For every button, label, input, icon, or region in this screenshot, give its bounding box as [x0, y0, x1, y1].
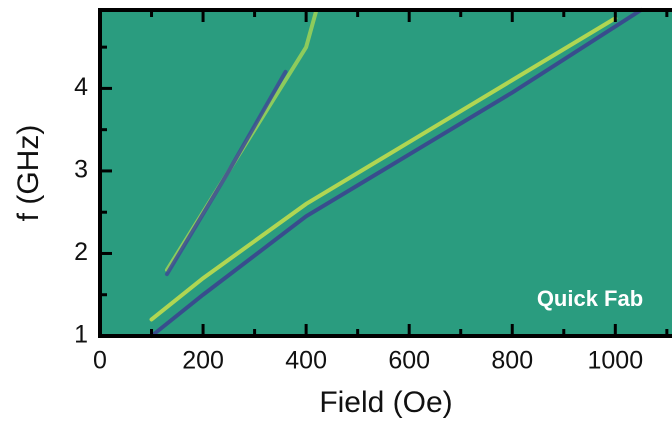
y-tick-label: 4 — [74, 73, 88, 101]
y-tick-label: 3 — [74, 156, 88, 184]
x-tick-label: 0 — [93, 347, 107, 375]
resonance-line — [149, 8, 644, 338]
plot-frame — [98, 8, 672, 338]
x-axis-label: Field (Oe) — [319, 386, 452, 419]
annotation: Quick Fab — [537, 286, 643, 311]
x-tick-label: 400 — [285, 347, 327, 375]
x-tick-label: 200 — [182, 347, 224, 375]
x-tick-label: 1000 — [588, 347, 644, 375]
x-tick-label: 600 — [388, 347, 430, 375]
y-tick-label: 1 — [74, 321, 88, 349]
resonance-line — [149, 16, 618, 322]
plot-background — [100, 10, 672, 336]
y-axis-label: f (GHz) — [12, 125, 45, 222]
x-tick-label: 800 — [491, 347, 533, 375]
y-tick-label: 2 — [74, 238, 88, 266]
resonance-line — [164, 69, 288, 277]
